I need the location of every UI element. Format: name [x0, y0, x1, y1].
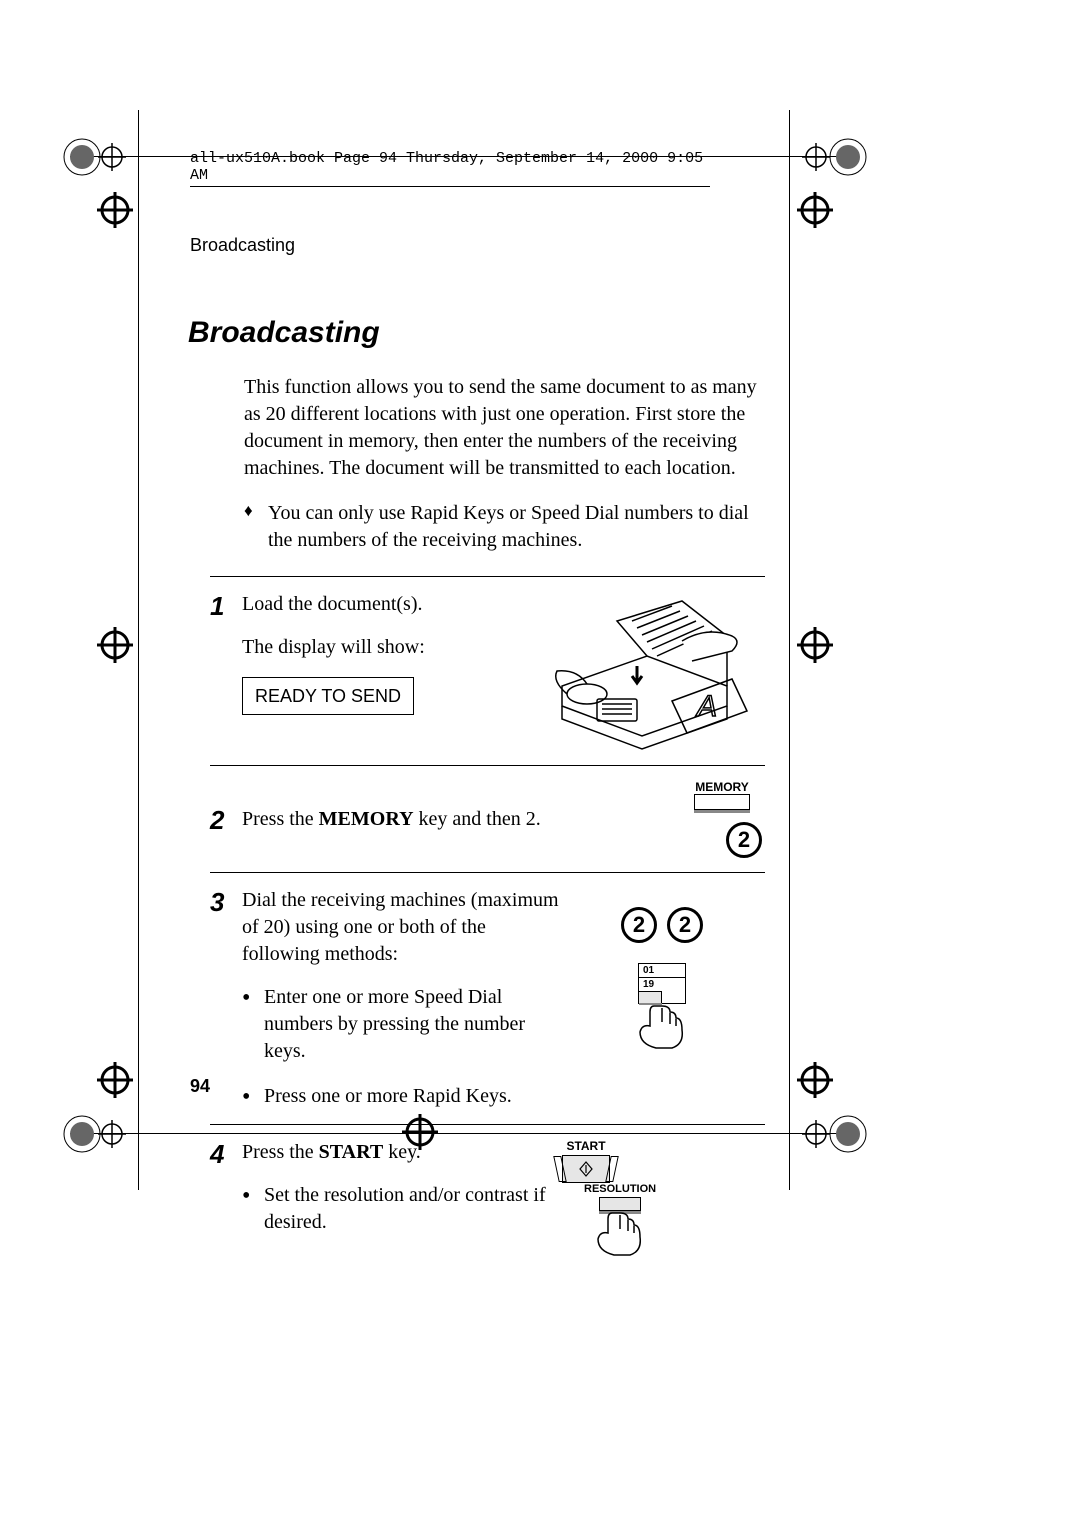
- page-title: Broadcasting: [188, 316, 890, 350]
- crosshair-icon: [95, 1060, 135, 1100]
- crop-line-left: [138, 110, 139, 1190]
- text-fragment: Press the: [242, 808, 319, 830]
- number-keys-icon: 2 2: [621, 907, 703, 943]
- display-readout: READY TO SEND: [242, 677, 414, 715]
- resolution-key-label: RESOLUTION: [584, 1183, 656, 1195]
- step-4: 4 Press the START key. Set the resolutio…: [210, 1124, 765, 1273]
- note-list: You can only use Rapid Keys or Speed Dia…: [244, 500, 774, 554]
- step-3: 3 Dial the receiving machines (maximum o…: [210, 872, 765, 1124]
- text-fragment: key.: [383, 1141, 421, 1163]
- resolution-button-icon: [599, 1197, 641, 1211]
- hand-press-icon: [590, 1211, 650, 1259]
- start-key-icon: START: [562, 1139, 610, 1183]
- start-key-label: START: [566, 1139, 605, 1153]
- crosshair-icon: [95, 625, 135, 665]
- grid-cell: 01: [639, 964, 685, 977]
- number-key-icon: 2: [667, 907, 703, 943]
- grid-cell: 19: [639, 977, 685, 991]
- step-number: 3: [210, 889, 242, 915]
- number-key-icon: 2: [726, 822, 762, 858]
- key-name: START: [319, 1141, 384, 1163]
- steps-list: 1 Load the document(s). The display will…: [210, 576, 765, 1273]
- start-button-icon: [562, 1155, 610, 1183]
- print-meta-line: all-ux510A.book Page 94 Thursday, Septem…: [190, 150, 710, 187]
- page-number: 94: [190, 1076, 210, 1097]
- text-fragment: key and then 2.: [414, 808, 541, 830]
- resolution-key-icon: RESOLUTION: [584, 1183, 656, 1259]
- bullet-item: Enter one or more Speed Dial numbers by …: [242, 984, 562, 1065]
- step-text: Load the document(s).: [242, 591, 522, 618]
- fax-illustration-icon: A: [532, 591, 752, 751]
- step-1: 1 Load the document(s). The display will…: [210, 576, 765, 765]
- step-number: 2: [210, 807, 242, 833]
- step-text: The display will show:: [242, 634, 522, 661]
- page-content: all-ux510A.book Page 94 Thursday, Septem…: [190, 150, 890, 1273]
- step-text: Press the MEMORY key and then 2.: [242, 806, 562, 833]
- reg-mark-icon: [60, 1112, 130, 1157]
- step-number: 4: [210, 1141, 242, 1167]
- crosshair-icon: [95, 190, 135, 230]
- number-key-icon: 2: [621, 907, 657, 943]
- key-name: MEMORY: [319, 808, 414, 830]
- step-2: 2 Press the MEMORY key and then 2. MEMOR…: [210, 765, 765, 872]
- reg-mark-icon: [60, 135, 130, 180]
- rapid-key-icon: 01 19: [632, 963, 692, 1052]
- diamond-glyph-icon: [578, 1161, 594, 1177]
- memory-button-icon: [694, 794, 750, 810]
- hand-press-icon: [632, 1004, 692, 1052]
- svg-text:A: A: [695, 690, 717, 723]
- note-item: You can only use Rapid Keys or Speed Dia…: [244, 500, 774, 554]
- intro-paragraph: This function allows you to send the sam…: [244, 374, 774, 482]
- step-text: Dial the receiving machines (maximum of …: [242, 887, 562, 968]
- memory-key-label: MEMORY: [695, 780, 749, 794]
- text-fragment: Press the: [242, 1141, 319, 1163]
- memory-key-icon: MEMORY: [694, 780, 750, 810]
- bullet-item: Press one or more Rapid Keys.: [242, 1083, 562, 1110]
- running-head: Broadcasting: [190, 235, 890, 256]
- step-text: Press the START key.: [242, 1139, 562, 1166]
- bullet-item: Set the resolution and/or contrast if de…: [242, 1182, 562, 1236]
- grid-button: [639, 991, 662, 1003]
- step-number: 1: [210, 593, 242, 619]
